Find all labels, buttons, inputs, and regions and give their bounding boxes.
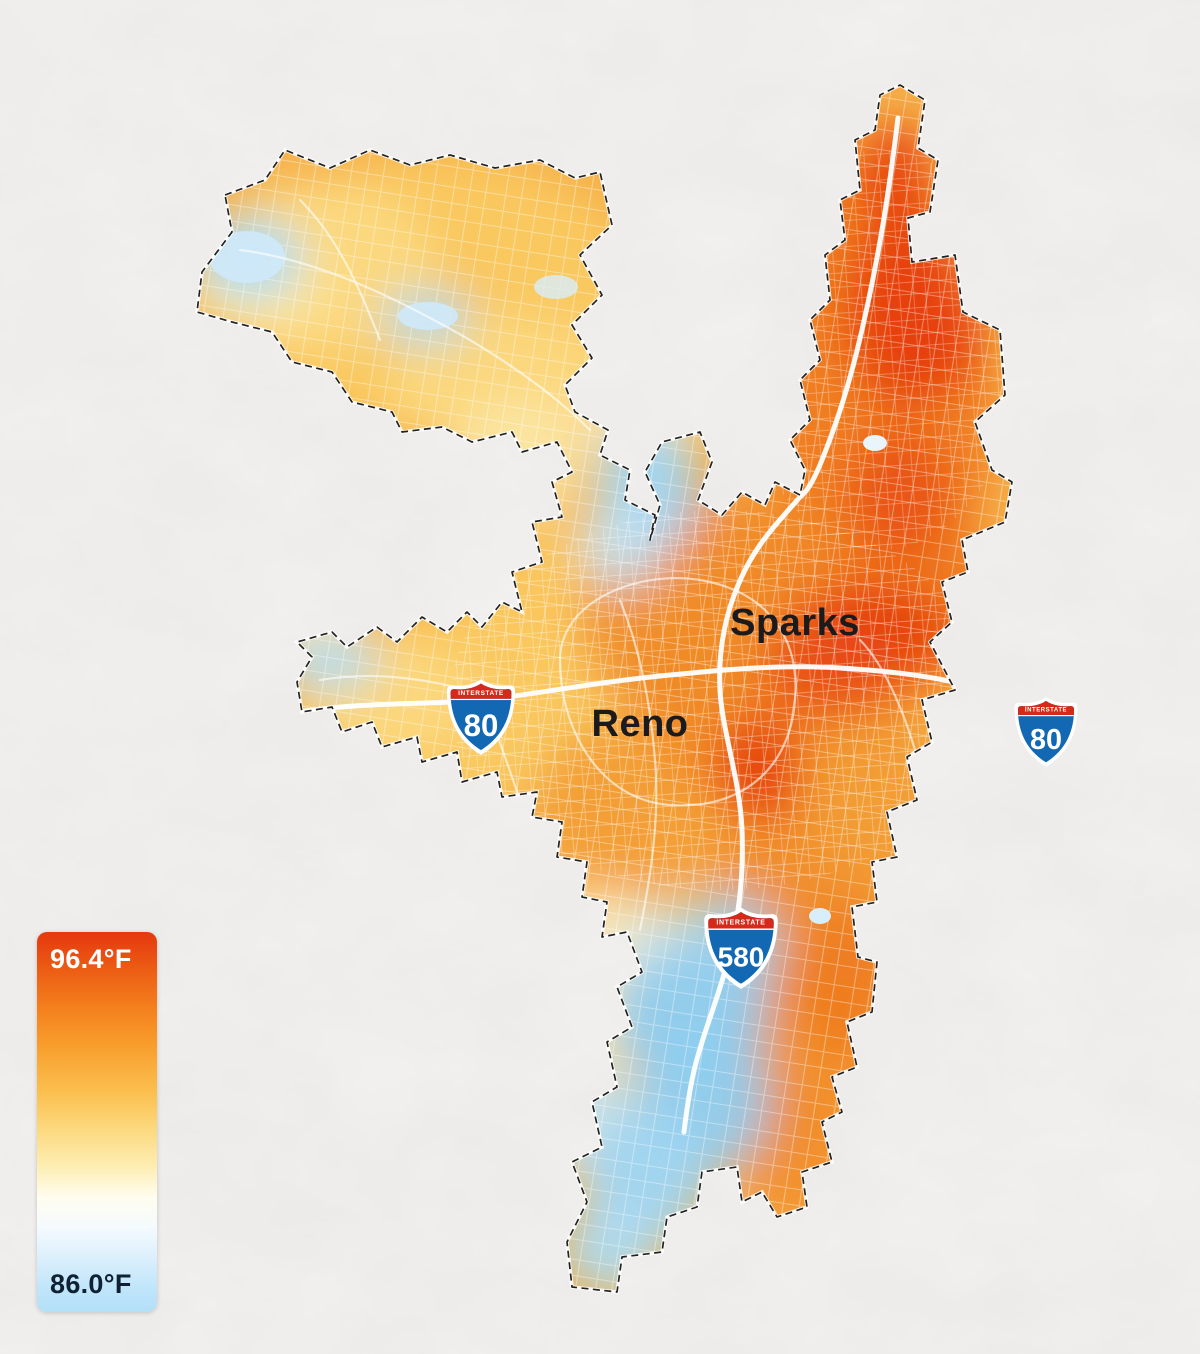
interstate-580-shield: INTERSTATE 580 bbox=[704, 907, 778, 990]
i80-highway-line bbox=[295, 664, 965, 715]
i80-east-number: 80 bbox=[1030, 724, 1062, 756]
interstate-banner-label: INTERSTATE bbox=[458, 690, 504, 697]
reno-city-label: Reno bbox=[592, 703, 689, 745]
legend-max-label: 96.4°F bbox=[50, 944, 132, 974]
i580-number: 580 bbox=[718, 941, 765, 972]
i80-west-number: 80 bbox=[464, 708, 499, 743]
interstate-banner-label: INTERSTATE bbox=[716, 920, 765, 927]
interstate-banner-label: INTERSTATE bbox=[1025, 708, 1067, 714]
i580-us395-highway-line bbox=[681, 115, 901, 1135]
sparks-city-label: Sparks bbox=[730, 602, 860, 644]
temperature-legend: 96.4°F 86.0°F bbox=[37, 932, 157, 1312]
legend-min-label: 86.0°F bbox=[50, 1269, 132, 1299]
